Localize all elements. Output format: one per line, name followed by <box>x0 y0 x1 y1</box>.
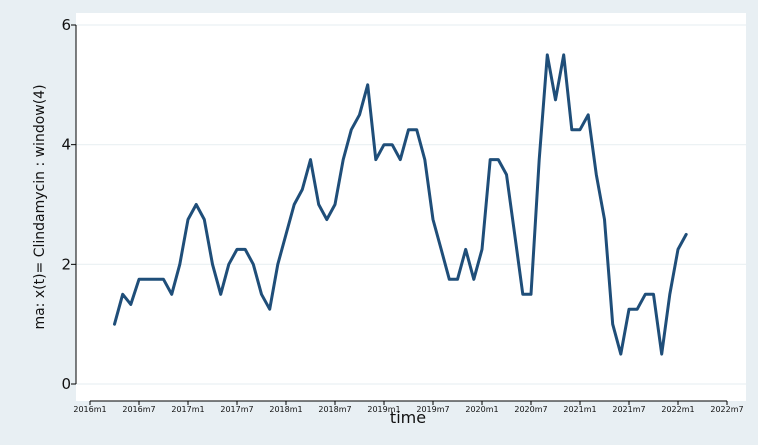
y-tick-label: 6 <box>61 16 71 34</box>
x-tick-label: 2020m1 <box>465 405 498 414</box>
series-line <box>113 53 688 356</box>
y-axis-title: ma: x(t)= Clindamycin : window(4) <box>32 84 48 329</box>
axes <box>75 25 727 402</box>
y-tick-label: 2 <box>61 255 71 273</box>
x-tick-label: 2021m1 <box>563 405 596 414</box>
x-tick-label: 2022m1 <box>661 405 694 414</box>
x-tick-label: 2019m1 <box>367 405 400 414</box>
x-tick-label: 2017m1 <box>171 405 204 414</box>
plot-area <box>76 13 746 401</box>
x-tick-label: 2017m7 <box>220 405 253 414</box>
x-ticks: 2016m1 2016m7 2017m1 2017m7 2018m1 2018m7 2019… <box>73 401 744 414</box>
y-tick-label: 0 <box>61 375 71 393</box>
x-tick-label: 2022m7 <box>710 405 743 414</box>
y-tick-label: 4 <box>61 136 71 154</box>
y-ticks: 0 2 4 6 <box>61 16 76 393</box>
x-tick-label: 2016m1 <box>73 405 106 414</box>
x-tick-label: 2019m7 <box>416 405 449 414</box>
grid-lines <box>76 24 746 385</box>
x-tick-label: 2018m1 <box>269 405 302 414</box>
x-tick-label: 2020m7 <box>514 405 547 414</box>
x-tick-label: 2016m7 <box>122 405 155 414</box>
series-lines <box>113 53 688 356</box>
x-tick-label: 2018m7 <box>318 405 351 414</box>
x-axis-title: time <box>390 408 426 427</box>
x-tick-label: 2021m7 <box>612 405 645 414</box>
